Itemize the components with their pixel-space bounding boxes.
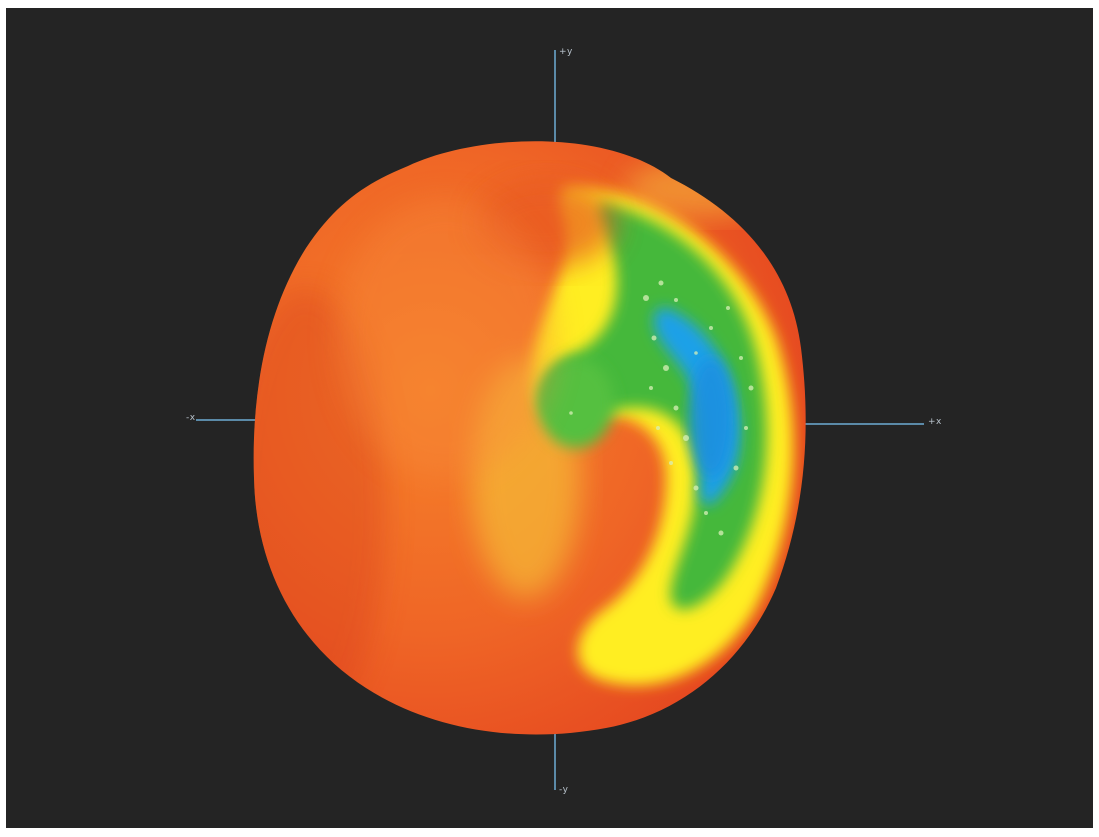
speckle-texture: [569, 280, 754, 536]
axis-label-top: +y: [559, 47, 573, 57]
surface-blob: [253, 141, 806, 735]
axis-label-bottom: -y: [559, 785, 569, 795]
axis-label-left: -x: [186, 413, 196, 423]
green-zone: [539, 203, 767, 610]
viewport: +y -y -x +x: [6, 8, 1093, 828]
3d-scene: [196, 50, 924, 790]
axis-label-right: +x: [928, 417, 942, 427]
